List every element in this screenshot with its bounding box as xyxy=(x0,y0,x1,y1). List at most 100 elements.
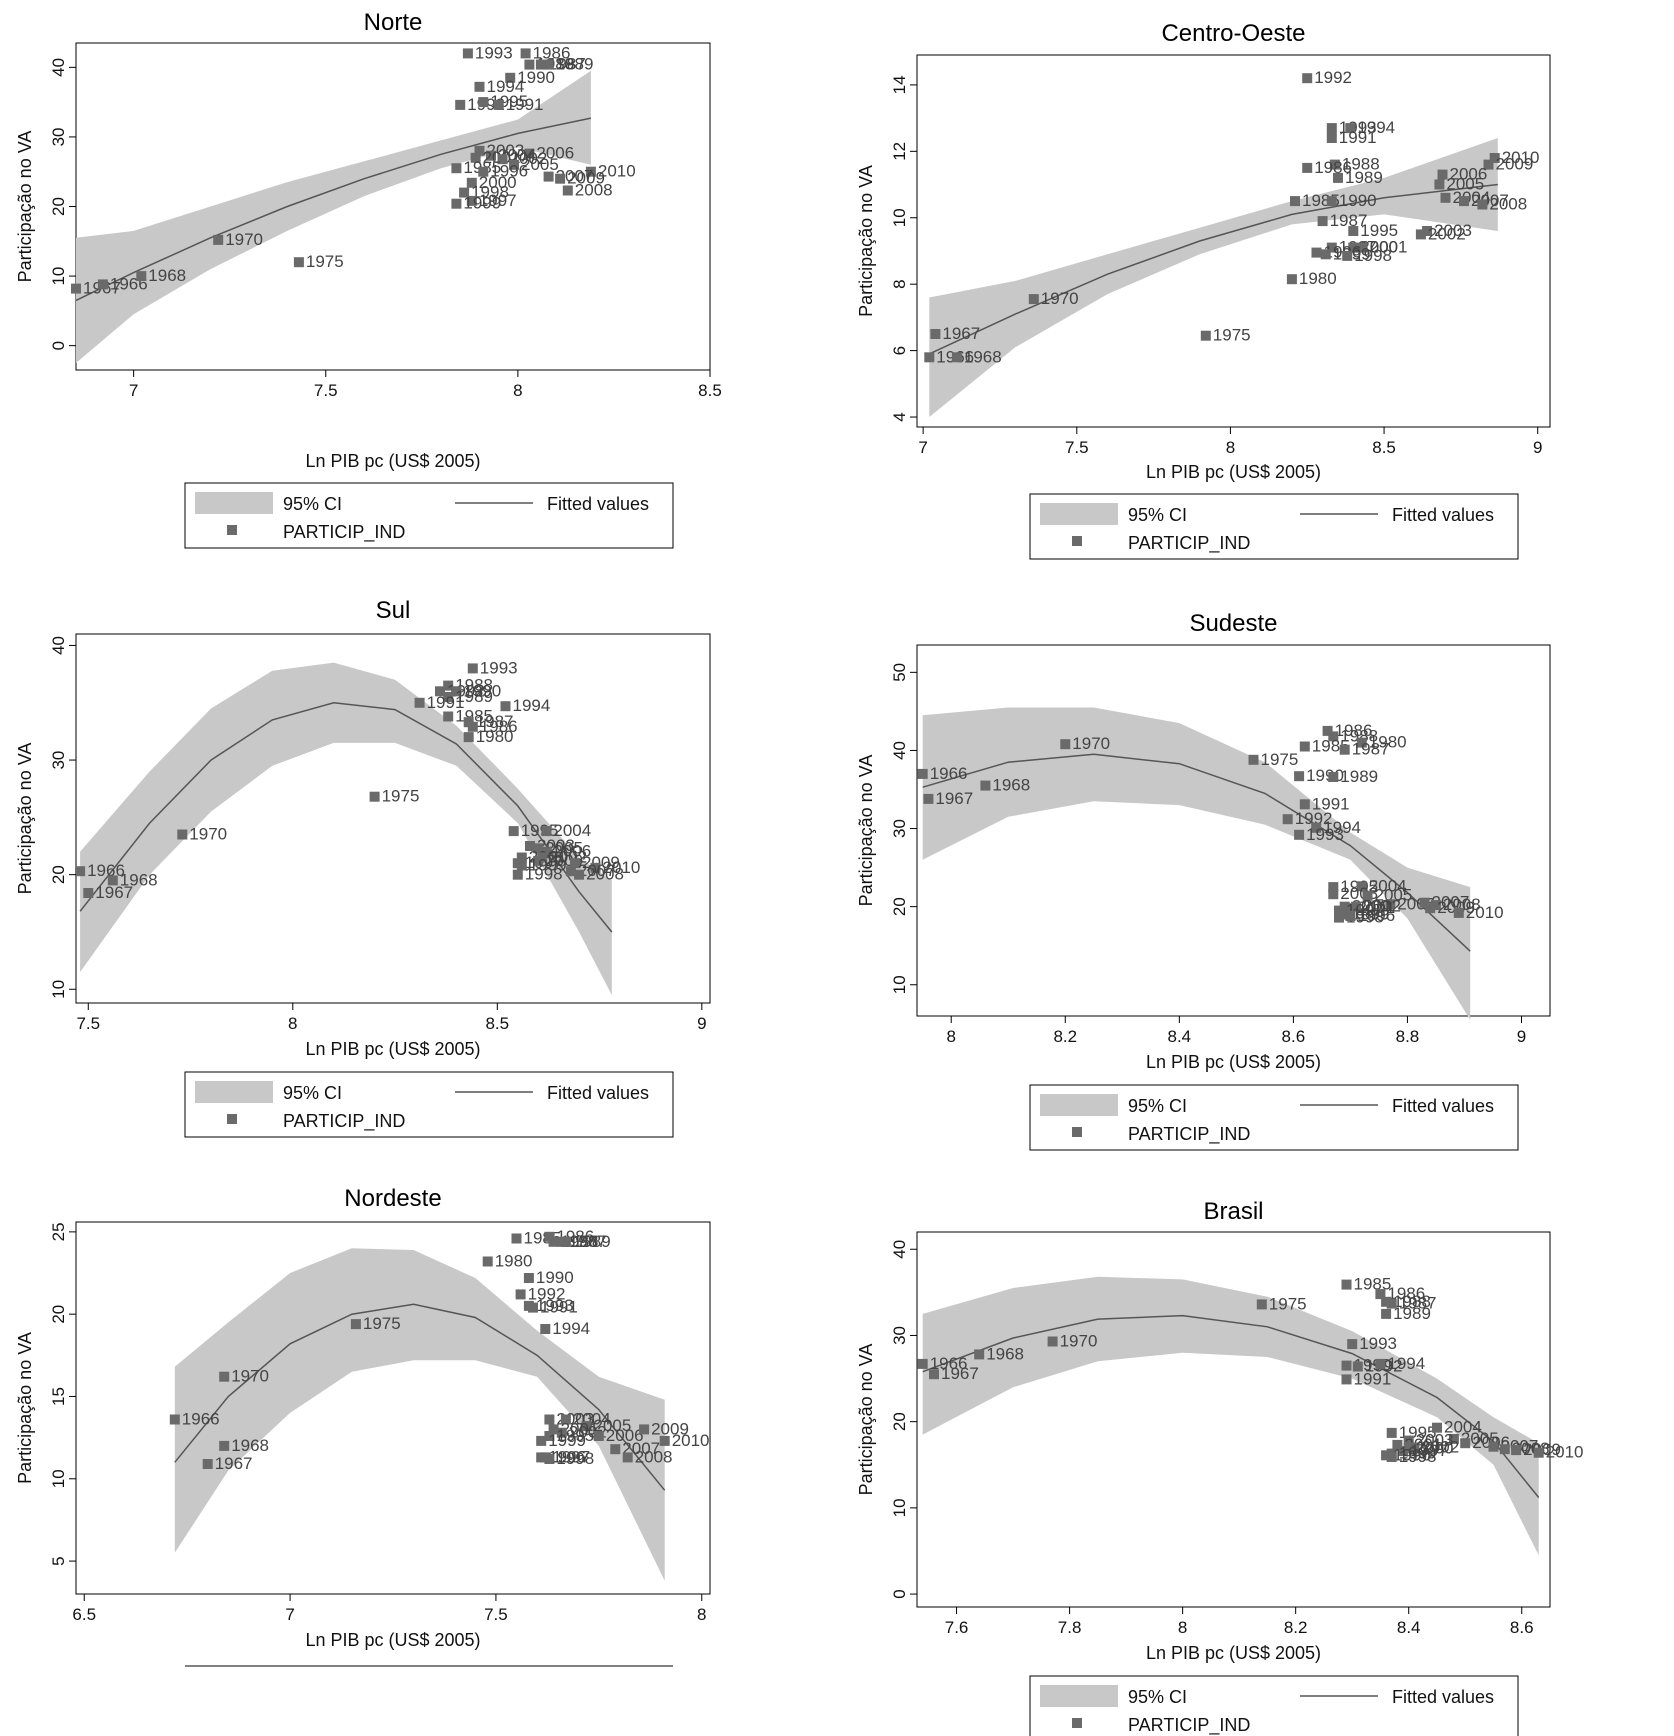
y-axis-label: Participação no VA xyxy=(856,1344,876,1496)
point-label: 2001 xyxy=(1370,238,1408,257)
point-label: 2005 xyxy=(594,1416,632,1435)
data-point xyxy=(75,866,86,877)
point-label: 2010 xyxy=(598,162,636,181)
data-point xyxy=(1348,242,1359,253)
point-label: 1989 xyxy=(573,1232,611,1251)
y-axis-label: Participação no VA xyxy=(856,755,876,907)
panel-nordeste: Nordeste19851986198819871989198019901992… xyxy=(15,1185,711,1667)
data-point xyxy=(1060,739,1071,750)
data-point xyxy=(1422,226,1433,236)
point-label: 2006 xyxy=(553,842,591,861)
plot-area xyxy=(75,42,711,371)
point-label: 1967 xyxy=(935,789,973,808)
data-point xyxy=(917,1358,928,1369)
point-label: 2006 xyxy=(606,1426,644,1445)
data-point xyxy=(1294,771,1305,782)
data-point xyxy=(524,148,535,159)
legend-point-label: PARTICIP_IND xyxy=(283,1111,405,1132)
point-label: 2008 xyxy=(586,865,624,884)
data-point xyxy=(516,852,527,863)
data-point xyxy=(1385,899,1396,910)
legend-point-swatch xyxy=(1072,1718,1082,1728)
point-label: 1996 xyxy=(1357,906,1395,925)
data-point xyxy=(1352,1361,1363,1372)
data-point xyxy=(1294,829,1305,840)
data-point xyxy=(1403,1435,1414,1446)
point-label: 2005 xyxy=(1375,886,1413,905)
point-label: 2005 xyxy=(521,155,559,174)
data-point xyxy=(83,888,94,898)
data-point xyxy=(570,858,580,869)
x-tick-label: 8 xyxy=(288,1014,297,1033)
point-label: 2002 xyxy=(1363,897,1401,916)
data-point xyxy=(1409,1442,1420,1453)
point-label: 1990 xyxy=(517,68,555,87)
point-label: 1992 xyxy=(1314,68,1352,87)
y-axis-label: Participação no VA xyxy=(15,131,35,283)
legend: 95% CI Fitted values PARTICIP_IND xyxy=(1029,1084,1519,1151)
point-label: 1998 xyxy=(556,1449,594,1468)
point-label: 2000 xyxy=(479,173,517,192)
data-point xyxy=(541,846,552,857)
data-point xyxy=(555,173,566,184)
data-point xyxy=(515,1289,526,1300)
point-label: 1989 xyxy=(455,687,493,706)
point-label: 1987 xyxy=(1352,740,1390,759)
point-label: 1989 xyxy=(1393,1304,1431,1323)
point-label: 2002 xyxy=(1428,224,1466,243)
point-label: 1987 xyxy=(476,712,514,731)
y-tick-label: 10 xyxy=(49,1469,68,1488)
point-label: 1998 xyxy=(1399,1447,1437,1466)
data-point xyxy=(1348,226,1359,236)
ci-band xyxy=(922,1276,1539,1556)
data-point xyxy=(533,843,544,854)
data-point xyxy=(462,48,473,59)
data-point xyxy=(1347,1339,1358,1350)
y-tick-label: 20 xyxy=(49,1305,68,1324)
data-point xyxy=(537,852,548,863)
y-tick-label: 40 xyxy=(890,741,909,760)
fitted-line xyxy=(75,117,592,302)
data-point xyxy=(1375,1289,1386,1300)
data-point xyxy=(581,1421,592,1432)
data-point xyxy=(528,1302,538,1313)
legend-fit-label: Fitted values xyxy=(547,494,649,514)
point-label: 1987 xyxy=(1399,1294,1437,1313)
data-point xyxy=(543,171,554,182)
legend-point-label: PARTICIP_IND xyxy=(283,522,405,543)
point-label: 1990 xyxy=(536,1268,574,1287)
point-label: 1995 xyxy=(556,1426,594,1445)
point-label: 1992 xyxy=(528,1284,566,1303)
point-label: 2010 xyxy=(672,1431,710,1450)
data-point xyxy=(1341,1279,1352,1290)
fitted-line xyxy=(174,1303,666,1491)
x-tick-label: 8 xyxy=(1178,1618,1187,1637)
data-point xyxy=(1302,73,1313,84)
point-label: 1968 xyxy=(231,1436,269,1455)
panel-title: Norte xyxy=(364,9,423,36)
data-point xyxy=(516,860,527,871)
y-tick-label: 20 xyxy=(49,197,68,216)
point-label: 2008 xyxy=(1443,895,1481,914)
data-point xyxy=(541,826,552,837)
y-axis-label: Participação no VA xyxy=(15,743,35,895)
point-label: 2010 xyxy=(1466,903,1504,922)
data-point xyxy=(1430,900,1441,911)
data-point xyxy=(1488,1441,1499,1452)
point-label: 1985 xyxy=(1354,1275,1392,1294)
point-label: 1975 xyxy=(382,787,420,806)
x-tick-label: 8.6 xyxy=(1282,1027,1306,1046)
panel-title: Sul xyxy=(376,597,411,624)
data-point xyxy=(951,352,962,363)
data-point xyxy=(544,1431,555,1441)
x-tick-label: 8.5 xyxy=(698,381,722,400)
panel-title: Brasil xyxy=(1203,1198,1263,1225)
data-point xyxy=(1317,216,1328,227)
data-point xyxy=(443,680,454,691)
point-label: 1980 xyxy=(1299,269,1337,288)
data-point xyxy=(455,99,466,110)
data-point xyxy=(1339,909,1350,920)
data-point xyxy=(202,1459,213,1469)
legend-fit-label: Fitted values xyxy=(1392,1687,1494,1707)
